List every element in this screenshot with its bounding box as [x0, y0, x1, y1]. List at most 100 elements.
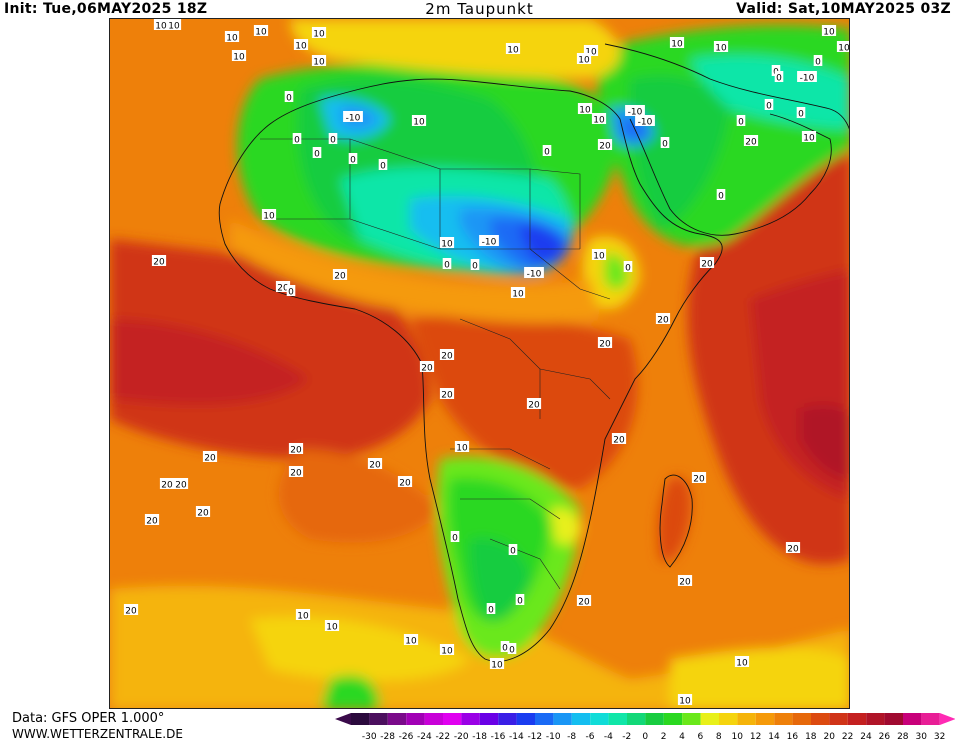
legend-swatch: [774, 713, 793, 725]
contour-label: 10: [821, 25, 837, 38]
legend-swatch: [571, 713, 591, 725]
contour-label: 20: [611, 433, 627, 446]
svg-text:0: 0: [444, 261, 450, 271]
dewpoint-field: 101010101010101010101010101010000-100010…: [110, 19, 850, 708]
legend-swatch: [903, 713, 922, 725]
contour-label: 0: [515, 594, 525, 607]
svg-text:20: 20: [369, 461, 381, 471]
svg-text:10: 10: [413, 118, 425, 128]
svg-text:20: 20: [599, 340, 611, 350]
contour-label: -10: [524, 267, 544, 280]
svg-text:10: 10: [405, 637, 417, 647]
svg-text:10: 10: [593, 252, 605, 262]
contour-label: 0: [500, 641, 510, 654]
contour-label: 20: [597, 337, 613, 350]
contour-label: 10: [166, 19, 182, 32]
svg-text:-10: -10: [346, 114, 361, 124]
legend-left-arrow: [335, 713, 351, 725]
contour-label: 20: [439, 349, 455, 362]
legend-tick-label: 32: [934, 732, 945, 741]
contour-label: 10: [439, 237, 455, 250]
legend-swatch: [866, 713, 885, 725]
svg-text:0: 0: [488, 606, 494, 616]
legend-swatch: [553, 713, 572, 725]
contour-label: 20: [743, 135, 759, 148]
svg-text:10: 10: [838, 44, 850, 54]
legend-swatches: [335, 713, 955, 725]
contour-label: 10: [836, 41, 850, 54]
init-time: Init: Tue,06MAY2025 18Z: [4, 1, 208, 17]
svg-text:0: 0: [815, 58, 821, 68]
legend-tick-label: -24: [417, 732, 432, 741]
contour-label: 0: [348, 153, 358, 166]
svg-text:20: 20: [578, 598, 590, 608]
svg-text:20: 20: [701, 260, 713, 270]
svg-text:10: 10: [326, 623, 338, 633]
svg-text:20: 20: [421, 364, 433, 374]
svg-text:0: 0: [662, 140, 668, 150]
legend-swatch: [792, 713, 811, 725]
svg-text:10: 10: [456, 444, 468, 454]
svg-text:10: 10: [512, 290, 524, 300]
contour-label: -10: [343, 111, 363, 124]
contour-label: 0: [328, 133, 338, 146]
contour-label: 0: [542, 145, 552, 158]
contour-label: 0: [312, 147, 322, 160]
legend-swatch: [719, 713, 738, 725]
legend-tick-label: 18: [805, 732, 817, 741]
legend-swatch: [406, 713, 425, 725]
contour-label: 10: [669, 37, 685, 50]
contour-label: 10: [311, 55, 327, 68]
contour-label: 20: [397, 476, 413, 489]
legend-tick-label: 24: [860, 732, 872, 741]
contour-label: 20: [677, 575, 693, 588]
legend-tick-label: -18: [472, 732, 487, 741]
svg-text:10: 10: [585, 48, 597, 58]
legend-swatch: [811, 713, 830, 725]
color-scale-legend: -30 -28 -26 -24 -22 -20 -18 -16 -14 -12 -10 -8 -6 -4-…: [335, 713, 955, 741]
legend-swatch: [351, 713, 370, 725]
contour-label: 0: [623, 261, 633, 274]
contour-label: 0: [284, 91, 294, 104]
legend-tick-label: 26: [879, 732, 891, 741]
svg-text:0: 0: [798, 110, 804, 120]
contour-label: 20: [288, 466, 304, 479]
valid-time: Valid: Sat,10MAY2025 03Z: [736, 1, 951, 17]
coastlines: [218, 43, 849, 662]
contour-label: 10: [591, 113, 607, 126]
legend-tick-label: -2: [622, 732, 631, 741]
legend-tick-label: 12: [750, 732, 761, 741]
country-borders: [260, 138, 611, 590]
svg-text:10: 10: [579, 106, 591, 116]
svg-text:20: 20: [693, 475, 705, 485]
legend-swatch: [369, 713, 388, 725]
contour-label: 10: [801, 131, 817, 144]
legend-tick-label: 14: [768, 732, 780, 741]
svg-text:10: 10: [507, 46, 519, 56]
legend-swatch: [829, 713, 848, 725]
svg-text:20: 20: [787, 545, 799, 555]
legend-tick-label: 4: [679, 732, 685, 741]
svg-text:-10: -10: [638, 118, 653, 128]
legend-swatch: [461, 713, 480, 725]
svg-text:-10: -10: [628, 108, 643, 118]
svg-text:10: 10: [313, 58, 325, 68]
svg-text:10: 10: [441, 647, 453, 657]
svg-text:20: 20: [745, 138, 757, 148]
contour-label: 20: [288, 443, 304, 456]
contour-label: 20: [439, 388, 455, 401]
website: WWW.WETTERZENTRALE.DE: [12, 727, 183, 741]
contour-label: 10: [224, 31, 240, 44]
svg-text:20: 20: [175, 481, 187, 491]
legend-swatch: [535, 713, 554, 725]
legend-tick-label: -20: [454, 732, 469, 741]
contour-label: -10: [479, 235, 499, 248]
contour-label: 0: [470, 259, 480, 272]
svg-text:0: 0: [510, 547, 516, 557]
contour-label: 20: [151, 255, 167, 268]
svg-text:10: 10: [168, 22, 180, 32]
legend-tick-label: -12: [527, 732, 542, 741]
legend-swatch: [608, 713, 627, 725]
legend-swatch: [479, 713, 499, 725]
contour-label: 10: [153, 19, 169, 32]
